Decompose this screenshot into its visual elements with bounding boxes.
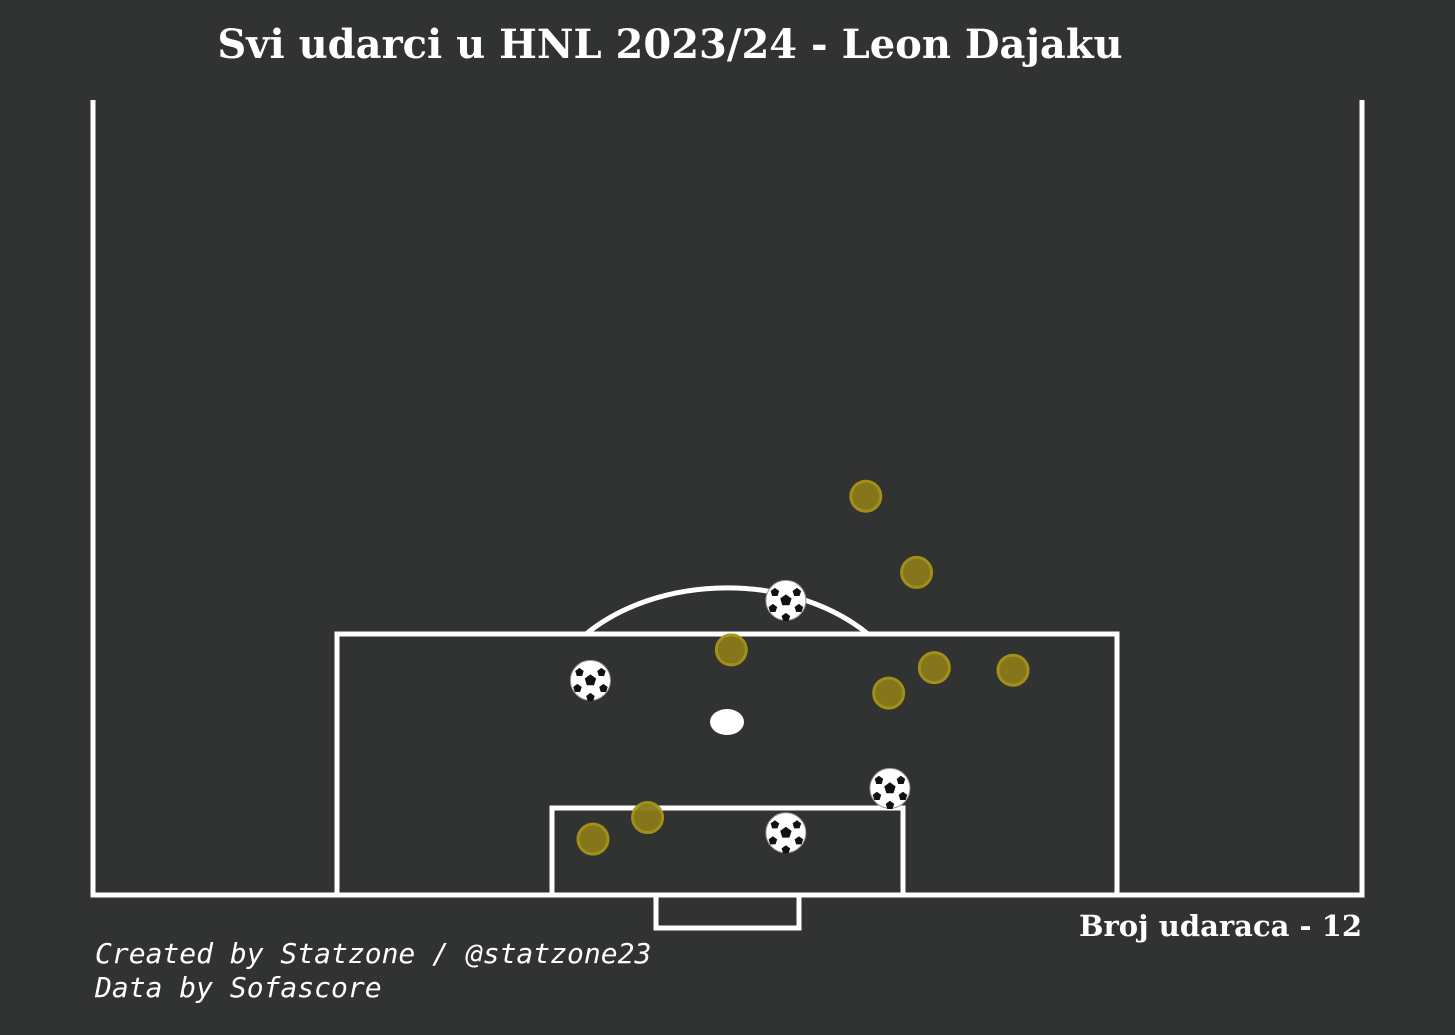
shot-count: Broj udaraca - 12	[1079, 909, 1362, 943]
missed-shot	[917, 651, 951, 685]
credit: Created by Statzone / @statzone23	[95, 937, 651, 970]
missed-shot	[996, 653, 1030, 687]
ball-patch	[792, 587, 802, 596]
ball-patch	[780, 594, 792, 606]
goal-shot	[869, 767, 911, 809]
missed-shot	[576, 822, 610, 856]
goal-shot	[765, 812, 807, 854]
ball-patch	[898, 791, 908, 800]
missed-shot	[849, 479, 883, 513]
ball-patch	[874, 775, 884, 784]
ball-patch	[872, 791, 882, 800]
ball-patch	[896, 775, 906, 784]
ball-patch	[770, 587, 780, 596]
goal-shot	[765, 579, 807, 621]
ball-patch	[586, 692, 595, 701]
ball-patch	[885, 800, 895, 809]
ball-patch	[584, 674, 597, 686]
credit: Data by Sofascore	[94, 971, 382, 1004]
ball-patch	[794, 603, 804, 612]
ball-patch	[599, 683, 608, 692]
ball-patch	[781, 845, 791, 854]
ball-patch	[794, 836, 804, 845]
ball-patch	[768, 603, 778, 612]
ball-patch	[781, 612, 791, 621]
ball-patch	[770, 820, 780, 829]
ball-patch	[575, 667, 584, 676]
ball-patch	[768, 836, 778, 845]
penalty-spot	[710, 709, 744, 735]
penalty-arc	[584, 585, 870, 636]
goal-shot	[569, 659, 611, 701]
goal	[653, 892, 802, 931]
ball-patch	[780, 826, 792, 838]
missed-shot	[631, 801, 665, 835]
ball-patch	[792, 820, 802, 829]
missed-shot	[714, 633, 748, 667]
missed-shot	[872, 676, 906, 710]
ball-patch	[573, 683, 582, 692]
shots	[569, 479, 1030, 856]
ball-patch	[597, 667, 606, 676]
chart-title: Svi udarci u HNL 2023/24 - Leon Dajaku	[217, 21, 1122, 68]
missed-shot	[900, 555, 934, 589]
ball-patch	[884, 782, 896, 794]
